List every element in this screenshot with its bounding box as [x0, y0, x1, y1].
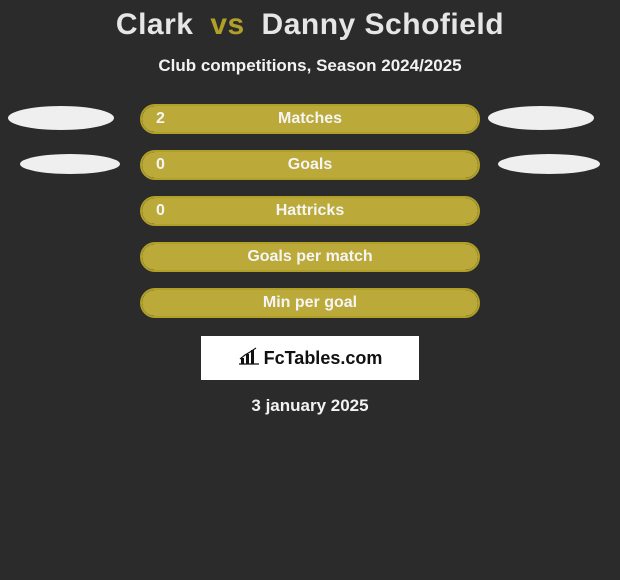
stat-bar-fill	[142, 152, 478, 178]
stat-rows: 2Matches 0Goals 0Hattricks Goals per match M…	[0, 104, 620, 318]
stat-row: 0Hattricks	[0, 196, 620, 226]
stat-row: 0Goals	[0, 150, 620, 180]
title-vs: vs	[210, 8, 244, 41]
stat-row: 2Matches	[0, 104, 620, 134]
stat-bar-fill	[142, 198, 478, 224]
stat-value: 0	[156, 152, 165, 178]
title-player1: Clark	[116, 8, 194, 41]
stat-bar-fill	[142, 106, 478, 132]
title-player2: Danny Schofield	[262, 8, 505, 41]
stat-value: 2	[156, 106, 165, 132]
stat-bar: 0Goals	[140, 150, 480, 180]
right-ellipse	[488, 106, 594, 130]
logo: FcTables.com	[238, 347, 383, 370]
page: Clark vs Danny Schofield Club competitio…	[0, 0, 620, 580]
left-ellipse	[20, 154, 120, 174]
stat-bar-fill	[142, 290, 478, 316]
stat-value: 0	[156, 198, 165, 224]
stat-row: Min per goal	[0, 288, 620, 318]
logo-box: FcTables.com	[201, 336, 419, 380]
logo-text: FcTables.com	[264, 348, 383, 369]
subtitle: Club competitions, Season 2024/2025	[0, 56, 620, 76]
stat-row: Goals per match	[0, 242, 620, 272]
right-ellipse	[498, 154, 600, 174]
page-title: Clark vs Danny Schofield	[0, 0, 620, 42]
left-ellipse	[8, 106, 114, 130]
stat-bar: Min per goal	[140, 288, 480, 318]
stat-bar: Goals per match	[140, 242, 480, 272]
stat-bar-fill	[142, 244, 478, 270]
bar-chart-icon	[238, 347, 260, 370]
stat-bar: 0Hattricks	[140, 196, 480, 226]
stat-bar: 2Matches	[140, 104, 480, 134]
footer-date: 3 january 2025	[0, 396, 620, 416]
